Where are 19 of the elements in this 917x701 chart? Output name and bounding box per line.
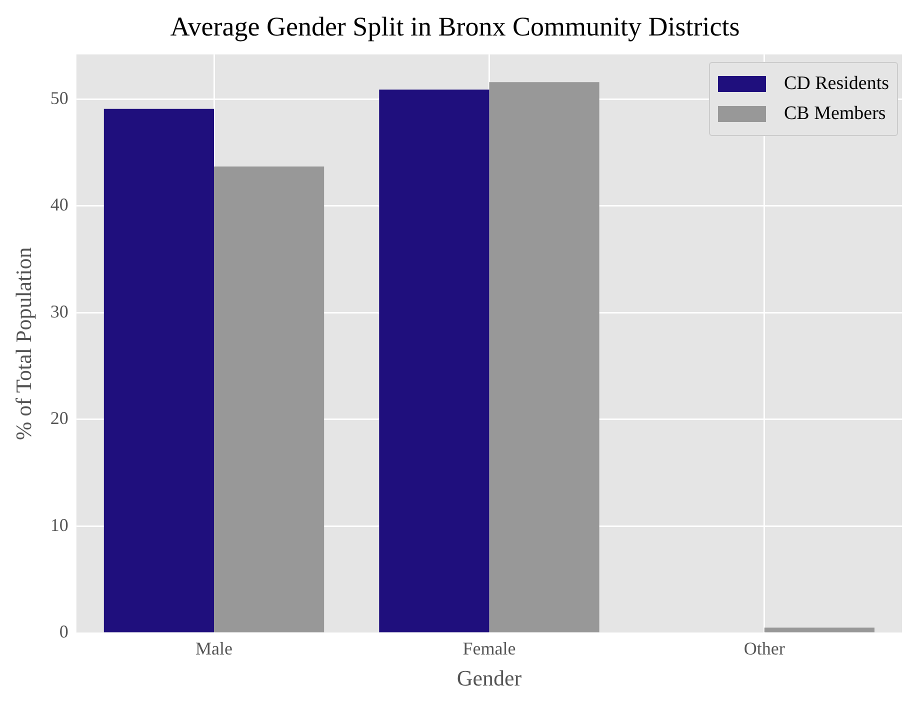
y-tick-label: 20	[50, 408, 68, 428]
chart-title: Average Gender Split in Bronx Community Districts	[170, 11, 740, 42]
legend-label: CD Residents	[784, 72, 889, 96]
bar	[214, 166, 324, 632]
y-tick-label: 30	[50, 301, 68, 322]
x-tick-label: Female	[462, 638, 516, 659]
y-tick-label: 10	[50, 514, 68, 535]
y-axis-title: % of Total Population	[10, 247, 36, 440]
x-tick-label: Male	[196, 638, 233, 659]
bar	[104, 108, 214, 632]
bar	[489, 82, 600, 632]
bar	[379, 90, 490, 632]
y-tick-label: 0	[59, 622, 68, 642]
x-tick-label: Other	[744, 638, 785, 659]
x-axis-title: Gender	[456, 666, 522, 691]
bar	[764, 628, 874, 632]
legend-label: CB Members	[784, 102, 886, 126]
y-tick-label: 50	[50, 88, 68, 108]
y-tick-label: 40	[50, 194, 68, 215]
